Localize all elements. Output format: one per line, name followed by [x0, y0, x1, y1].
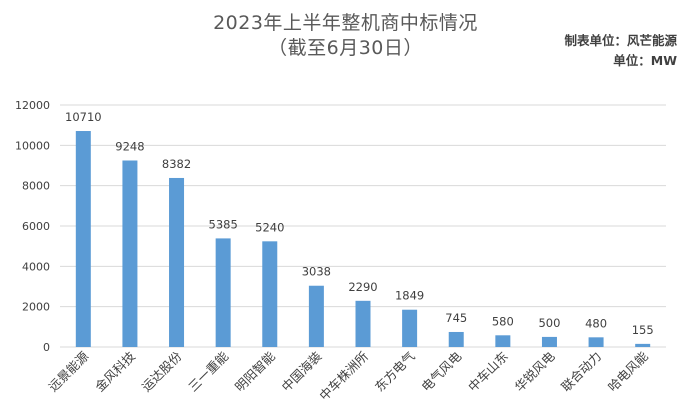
bar	[215, 238, 231, 347]
bar	[355, 300, 371, 347]
y-tick-label: 8000	[22, 180, 50, 193]
bar	[75, 131, 91, 347]
data-label: 9248	[115, 139, 144, 153]
x-tick-label: 中车株洲所	[316, 349, 371, 404]
source-note: 制表单位：风芒能源	[564, 33, 677, 48]
y-tick-label: 4000	[22, 260, 50, 273]
data-label: 2290	[348, 280, 377, 294]
x-tick-label: 电气风电	[418, 348, 464, 394]
data-label: 1849	[395, 289, 424, 303]
data-labels: 10710 9248 8382 5385 5240 3038 2290 1849 745 580 5…	[65, 110, 654, 337]
bar	[402, 309, 418, 347]
x-tick-label: 东方电气	[372, 348, 418, 394]
gridlines	[60, 104, 666, 348]
bar	[495, 335, 511, 347]
data-label: 10710	[65, 110, 102, 124]
y-axis-ticks: 0 2000 4000 6000 8000 10000 12000	[15, 99, 50, 354]
x-tick-label: 联合动力	[558, 349, 604, 395]
x-tick-label: 远景能源	[45, 348, 91, 394]
bar	[541, 336, 557, 347]
bar	[308, 285, 324, 347]
bar	[635, 343, 651, 347]
x-tick-label: 华锐风电	[512, 348, 558, 394]
y-tick-label: 0	[43, 341, 50, 354]
bar	[262, 241, 278, 347]
y-tick-label: 2000	[22, 301, 50, 314]
y-tick-label: 12000	[15, 99, 50, 112]
chart-title: 2023年上半年整机商中标情况	[213, 12, 478, 34]
data-label: 155	[632, 323, 654, 337]
data-label: 745	[445, 311, 467, 325]
x-tick-label: 明阳智能	[232, 348, 278, 394]
data-label: 480	[585, 316, 607, 330]
data-label: 500	[538, 316, 560, 330]
y-tick-label: 6000	[22, 220, 50, 233]
bars	[75, 131, 651, 347]
x-tick-label: 哈电风能	[605, 348, 651, 394]
bar	[448, 331, 464, 347]
bar	[169, 177, 185, 347]
data-label: 3038	[302, 265, 331, 279]
x-tick-label: 运达股份	[139, 348, 185, 394]
x-tick-label: 三一重能	[185, 348, 231, 394]
unit-note: 单位：MW	[613, 53, 677, 68]
data-label: 5385	[209, 217, 238, 231]
x-tick-label: 中国海装	[279, 349, 325, 395]
data-label: 5240	[255, 220, 284, 234]
data-label: 580	[492, 314, 514, 328]
bar	[588, 337, 604, 347]
x-tick-label: 中车山东	[465, 349, 511, 395]
bar	[122, 160, 138, 347]
y-tick-label: 10000	[15, 139, 50, 152]
data-label: 8382	[162, 157, 191, 171]
chart-subtitle: （截至6月30日）	[268, 37, 423, 59]
x-tick-label: 金风科技	[92, 348, 138, 394]
